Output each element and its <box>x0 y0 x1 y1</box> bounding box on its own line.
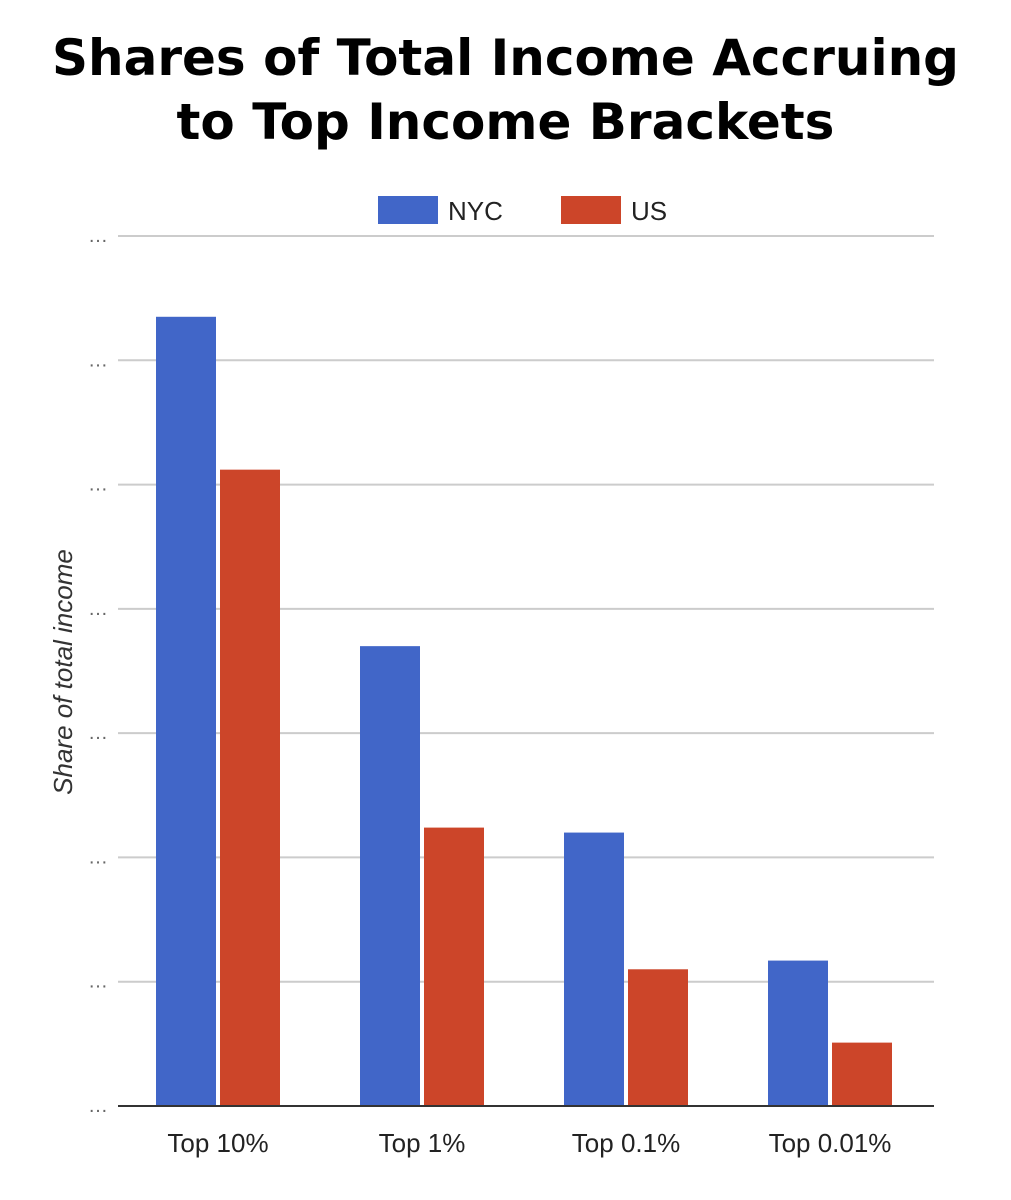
x-tick-label: Top 0.1% <box>572 1128 680 1158</box>
x-axis-tick-labels: Top 10% Top 1% Top 0.1% Top 0.01% <box>167 1128 891 1158</box>
y-tick-label: … <box>88 846 108 868</box>
y-tick-label: … <box>88 349 108 371</box>
chart-title: Shares of Total Income Accruing to Top I… <box>0 26 1011 154</box>
bars <box>156 316 892 1107</box>
bar-us-top-10- <box>220 469 280 1107</box>
y-tick-label: … <box>88 971 108 993</box>
y-axis-tick-labels: … … … … … … … … <box>88 225 108 1117</box>
bar-nyc-top-1- <box>360 646 420 1106</box>
bar-us-top-0-1- <box>628 969 688 1106</box>
y-axis-label: Share of total income <box>48 549 78 795</box>
chart-title-line-1: Shares of Total Income Accruing <box>52 29 959 87</box>
x-tick-label: Top 0.01% <box>769 1128 892 1158</box>
bar-nyc-top-0-1- <box>564 832 624 1106</box>
legend-swatch-nyc <box>378 196 438 224</box>
legend-swatch-us <box>561 196 621 224</box>
y-tick-label: … <box>88 225 108 247</box>
y-tick-label: … <box>88 722 108 744</box>
legend-label-nyc: NYC <box>448 196 503 226</box>
chart-title-line-2: to Top Income Brackets <box>176 93 835 151</box>
bar-us-top-1- <box>424 827 484 1106</box>
bar-nyc-top-0-01- <box>768 960 828 1106</box>
y-tick-label: … <box>88 598 108 620</box>
legend-label-us: US <box>631 196 667 226</box>
y-tick-label: … <box>88 474 108 496</box>
x-tick-label: Top 10% <box>167 1128 268 1158</box>
y-tick-label: … <box>88 1095 108 1117</box>
legend: NYC US <box>378 196 667 226</box>
bar-us-top-0-01- <box>832 1042 892 1106</box>
bar-nyc-top-10- <box>156 316 216 1106</box>
x-tick-label: Top 1% <box>379 1128 466 1158</box>
